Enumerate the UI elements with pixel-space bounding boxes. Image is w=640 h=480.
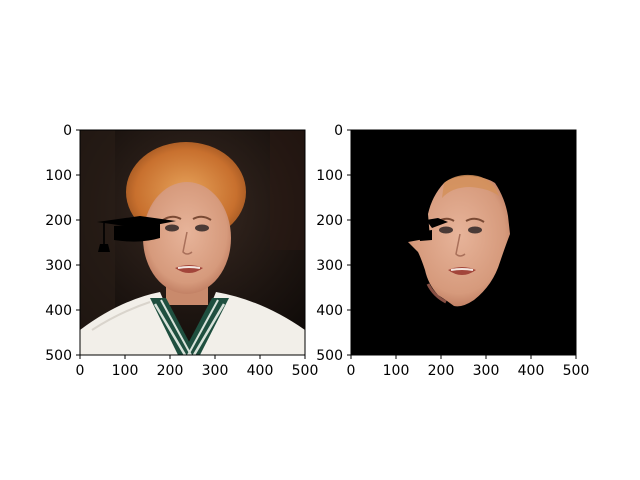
y-tick-label: 100 xyxy=(316,168,343,184)
y-tick-label: 0 xyxy=(63,123,72,139)
y-tick-label: 500 xyxy=(316,348,343,364)
original-photo xyxy=(80,130,305,355)
x-tick-label: 500 xyxy=(563,363,590,379)
x-tick-label: 100 xyxy=(383,363,410,379)
x-tick-label: 300 xyxy=(473,363,500,379)
y-tick-label: 400 xyxy=(45,303,72,319)
x-tick-label: 0 xyxy=(347,363,356,379)
y-tick-label: 200 xyxy=(316,213,343,229)
y-tick-label: 100 xyxy=(45,168,72,184)
original-image-panel: 0 100 200 300 400 500 0 100 200 300 400 500 xyxy=(45,123,318,379)
x-tick-label: 500 xyxy=(292,363,319,379)
graduation-cap-icon xyxy=(97,216,176,252)
y-tick-label: 200 xyxy=(45,213,72,229)
x-tick-label: 200 xyxy=(157,363,184,379)
x-axis-ticks: 0 100 200 300 400 500 xyxy=(347,355,590,379)
y-tick-label: 300 xyxy=(45,258,72,274)
y-axis-ticks: 0 100 200 300 400 500 xyxy=(45,123,80,364)
y-tick-label: 500 xyxy=(45,348,72,364)
segmented-image-panel: 0 100 200 300 400 500 0 100 200 300 400 500 xyxy=(316,123,589,379)
segmented-photo xyxy=(351,130,576,355)
y-tick-label: 300 xyxy=(316,258,343,274)
x-axis-ticks: 0 100 200 300 400 500 xyxy=(76,355,319,379)
graduation-cap-fragment-icon xyxy=(418,218,448,241)
x-tick-label: 0 xyxy=(76,363,85,379)
x-tick-label: 400 xyxy=(518,363,545,379)
x-tick-label: 200 xyxy=(428,363,455,379)
y-axis-ticks: 0 100 200 300 400 500 xyxy=(316,123,351,364)
x-tick-label: 100 xyxy=(112,363,139,379)
x-tick-label: 400 xyxy=(247,363,274,379)
y-tick-label: 0 xyxy=(334,123,343,139)
x-tick-label: 300 xyxy=(202,363,229,379)
y-tick-label: 400 xyxy=(316,303,343,319)
